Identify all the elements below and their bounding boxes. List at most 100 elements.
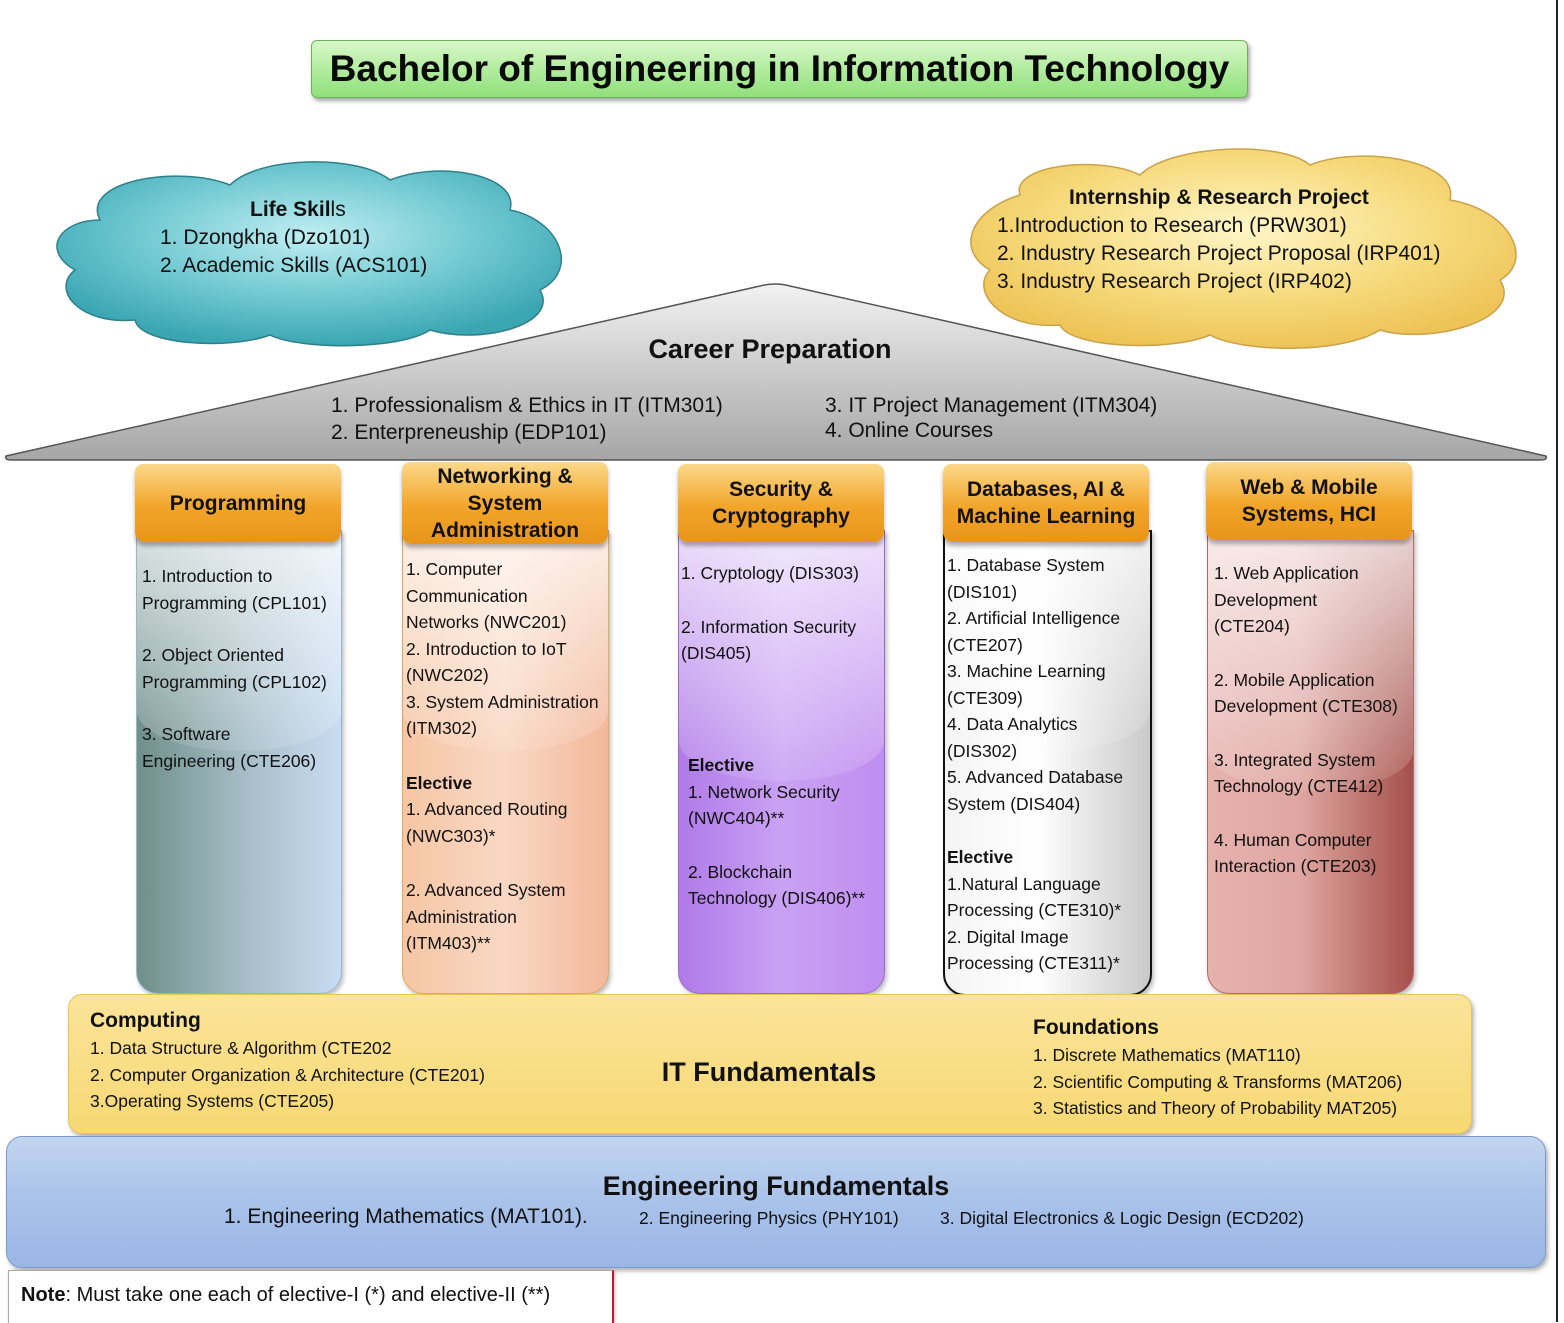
elective-line: Processing (CTE311)* — [947, 953, 1120, 973]
career-item: 2. Enterpreneuship (EDP101) — [331, 421, 607, 444]
engineering-item: 2. Engineering Physics (PHY101) — [639, 1208, 899, 1228]
foundations-item: 2. Scientific Computing & Transforms (MA… — [1033, 1072, 1403, 1092]
security-elective-list: Elective 1. Network Security (NWC404)** … — [688, 752, 865, 912]
foundations-item: 1. Discrete Mathematics (MAT110) — [1033, 1045, 1301, 1065]
note-label: Note — [21, 1284, 66, 1306]
course-line: (DIS101) — [947, 581, 1018, 602]
course-line: Development — [1214, 589, 1318, 610]
note-text: : Must take one each of elective-I (*) a… — [65, 1284, 551, 1306]
internship-cloud — [970, 148, 1517, 349]
course-line: Communication — [406, 585, 528, 606]
elective-label: Elective — [688, 755, 755, 775]
career-item: 1. Professionalism & Ethics in IT (ITM30… — [331, 394, 723, 417]
web-mobile-course-list: 1. Web Application Development (CTE204) … — [1214, 560, 1398, 880]
pillar-web-mobile-title: Web & Mobile Systems, HCI — [1206, 462, 1412, 540]
engineering-item: 1. Engineering Mathematics (MAT101). — [224, 1205, 588, 1228]
course-line: Engineering (CTE206) — [142, 750, 317, 771]
title-banner: Bachelor of Engineering in Information T… — [311, 40, 1248, 98]
foundations-item: 3. Statistics and Theory of Probability … — [1033, 1098, 1398, 1118]
internship-item: 1.Introduction to Research (PRW301) — [997, 214, 1347, 237]
internship-heading: Internship & Research Project — [1069, 186, 1369, 209]
course-line: 1. Introduction to — [142, 566, 273, 586]
computing-item: 3.Operating Systems (CTE205) — [90, 1091, 335, 1111]
networking-course-list: 1. Computer Communication Networks (NWC2… — [406, 556, 599, 957]
career-item: 4. Online Courses — [825, 419, 994, 442]
career-preparation-title: Career Preparation — [648, 334, 892, 364]
life-skills-item: 2. Academic Skills (ACS101) — [160, 254, 428, 277]
course-line: Programming (CPL101) — [142, 592, 327, 613]
course-line: 3. Software — [142, 724, 231, 744]
pillar-databases-title: Databases, AI & Machine Learning — [943, 464, 1149, 542]
elective-label: Elective — [406, 772, 473, 793]
page-edge-line — [1556, 0, 1558, 1322]
course-line: (CTE207) — [947, 634, 1023, 655]
course-line: 1. Computer — [406, 559, 503, 579]
pillar-security-title: Security & Cryptography — [678, 464, 884, 542]
course-line: 2. Introduction to IoT — [406, 638, 567, 659]
elective-line: Technology (DIS406)** — [688, 888, 866, 908]
computing-heading: Computing — [90, 1009, 201, 1032]
life-skills-cloud — [56, 161, 562, 347]
course-line: 4. Human Computer — [1214, 829, 1372, 850]
it-fundamentals-title: IT Fundamentals — [661, 1057, 877, 1087]
pillar-programming — [136, 530, 342, 994]
course-line: Programming (CPL102) — [142, 671, 327, 692]
course-line: Technology (CTE412) — [1214, 776, 1384, 796]
course-line: Networks (NWC201) — [406, 612, 567, 632]
foundations-heading: Foundations — [1033, 1016, 1159, 1039]
course-line: 3. Machine Learning — [947, 661, 1106, 681]
course-line: 2. Information Security — [681, 616, 857, 637]
elective-line: 2. Advanced System — [406, 880, 566, 900]
course-line: 3. Integrated System — [1214, 749, 1376, 770]
note-box: Note: Must take one each of elective-I (… — [8, 1270, 614, 1323]
life-skills-item: 1. Dzongkha (Dzo101) — [160, 226, 371, 249]
computing-item: 1. Data Structure & Algorithm (CTE202 — [90, 1038, 392, 1058]
course-line: 2. Mobile Application — [1214, 669, 1375, 690]
course-line: 1. Cryptology (DIS303) — [681, 563, 859, 583]
pillar-web-mobile — [1207, 530, 1414, 994]
course-line: 2. Artificial Intelligence — [947, 608, 1121, 628]
career-item: 3. IT Project Management (ITM304) — [825, 394, 1158, 417]
course-line: Interaction (CTE203) — [1214, 856, 1377, 876]
elective-line: 1. Advanced Routing — [406, 799, 568, 819]
engineering-fundamentals-title: Engineering Fundamentals — [602, 1171, 950, 1201]
course-line: (ITM302) — [406, 718, 477, 738]
programming-course-list: 1. Introduction to Programming (CPL101) … — [142, 563, 327, 774]
elective-label: Elective — [947, 847, 1014, 867]
course-line: 1. Database System — [947, 555, 1105, 575]
course-line: 3. System Administration — [406, 691, 599, 712]
pillar-programming-title: Programming — [135, 464, 341, 542]
elective-line: 1. Network Security — [688, 781, 840, 802]
page-title: Bachelor of Engineering in Information T… — [329, 48, 1230, 89]
it-fundamentals-band: Computing 1. Data Structure & Algorithm … — [68, 994, 1472, 1134]
course-line: System (DIS404) — [947, 793, 1081, 814]
internship-content: Internship & Research Project 1.Introduc… — [997, 184, 1441, 296]
course-line: 4. Data Analytics — [947, 714, 1078, 734]
elective-line: 2. Blockchain — [688, 861, 793, 882]
course-line: 1. Web Application — [1214, 563, 1359, 583]
elective-line: Processing (CTE310)* — [947, 900, 1122, 920]
computing-item: 2. Computer Organization & Architecture … — [90, 1065, 485, 1085]
elective-line: (NWC303)* — [406, 825, 496, 846]
pillar-networking-title: Networking & System Administration — [402, 462, 608, 544]
elective-line: Administration — [406, 906, 517, 927]
engineering-fundamentals-band: Engineering Fundamentals 1. Engineering … — [6, 1136, 1546, 1268]
course-line: 5. Advanced Database — [947, 767, 1124, 787]
course-line: (DIS302) — [947, 740, 1018, 761]
internship-item: 2. Industry Research Project Proposal (I… — [997, 242, 1441, 265]
course-line: (CTE309) — [947, 687, 1023, 708]
course-line: (NWC202) — [406, 665, 489, 685]
elective-line: (NWC404)** — [688, 808, 785, 828]
elective-line: (ITM403)** — [406, 933, 491, 953]
databases-course-list: 1. Database System (DIS101) 2. Artificia… — [947, 552, 1123, 977]
life-skills-heading: Life Skil — [250, 198, 331, 221]
engineering-item: 3. Digital Electronics & Logic Design (E… — [940, 1208, 1304, 1228]
course-line: (DIS405) — [681, 643, 752, 663]
course-line: Development (CTE308) — [1214, 696, 1398, 716]
note-content: Note: Must take one each of elective-I (… — [21, 1284, 550, 1307]
life-skills-heading-rest: ls — [330, 198, 346, 221]
pillar-networking — [402, 530, 609, 994]
course-line: 2. Object Oriented — [142, 645, 285, 665]
security-course-list: 1. Cryptology (DIS303) 2. Information Se… — [681, 560, 859, 667]
pillar-security — [678, 530, 885, 994]
